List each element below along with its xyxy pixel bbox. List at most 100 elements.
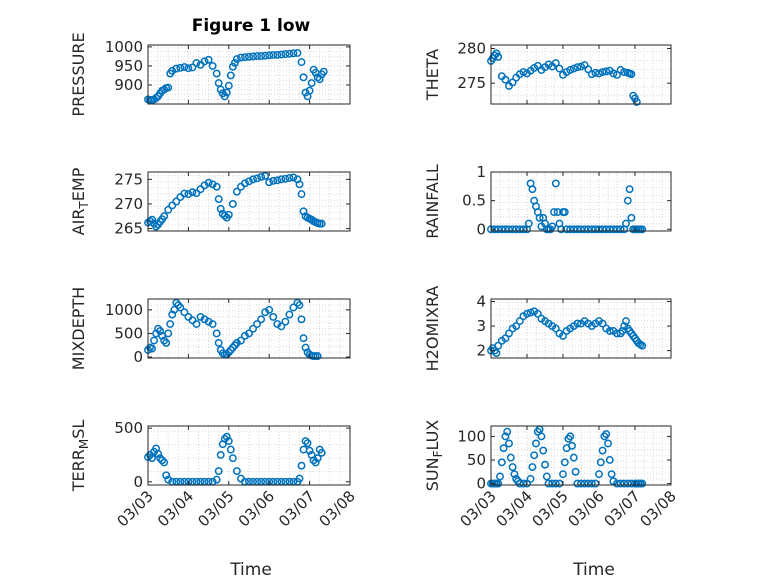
data-point [548,479,557,488]
data-point [241,53,249,62]
data-point [625,185,634,194]
data-point [622,219,630,228]
data-point [265,305,274,314]
data-point [515,479,524,488]
data-point [505,439,513,448]
data-point [236,53,245,62]
data-point [566,225,575,234]
data-point [551,479,560,488]
data-point [176,63,185,72]
data-point [573,319,582,328]
data-point [595,69,603,78]
y-tick-label: 275 [114,170,143,188]
data-point [295,301,304,310]
y-tick-label: 100 [457,427,486,445]
data-point [281,317,290,326]
subplot-rainfall: 00.51 RAINFALL [423,163,672,239]
y-tick-labels: 265 270 275 [114,170,350,238]
data-point [598,319,607,328]
data-point [204,317,213,326]
data-point [156,454,165,463]
data-point [269,50,278,59]
data-point [623,479,632,488]
data-point [212,69,221,78]
data-point [566,66,575,74]
data-point [180,63,189,72]
y-tick-label: 270 [114,195,143,213]
data-point [216,451,225,459]
data-point [232,187,241,196]
x-ticks [490,172,672,231]
data-point [249,324,257,333]
data-point [622,317,630,326]
data-markers [144,49,328,105]
data-point [192,58,201,67]
y-axis-label: THETA [423,49,442,101]
data-point [162,471,171,480]
data-point [512,225,521,234]
data-point [501,334,510,343]
data-point [638,479,647,488]
data-point [569,225,578,234]
data-point [158,456,167,465]
data-point [508,225,517,234]
data-point [220,211,229,220]
figure-title: Figure 1 low [192,16,311,36]
data-point [591,68,600,77]
data-point [299,445,308,454]
data-point [519,68,528,77]
axes-box [490,425,672,486]
y-tick-label: 1 [476,163,486,181]
data-point [307,79,316,88]
data-point [605,456,614,464]
data-point [281,174,290,183]
y-axis-label: TERRMSL [69,420,91,493]
data-point [245,329,253,338]
data-point [253,52,262,60]
y-tick-label: 3 [476,317,486,335]
x-ticks [147,45,351,104]
data-point [537,432,546,441]
data-point [220,434,229,443]
data-point [164,205,173,214]
data-markers [144,432,326,486]
x-ticks [490,299,672,358]
data-point [501,225,510,234]
data-point [204,55,213,64]
data-point [508,78,517,87]
data-point [616,225,625,234]
data-point [524,219,533,228]
data-point [627,213,636,222]
x-tick-label: 03/07 [601,487,644,530]
data-point [222,432,231,441]
y-axis-label: H2OMIXRA [423,286,442,372]
data-point [257,172,266,181]
data-point [313,454,322,463]
data-point [573,225,582,234]
data-point [265,51,274,60]
y-tick-labels: 275 280 [457,39,671,92]
data-point [249,52,257,61]
data-point [261,171,270,180]
data-point [204,178,213,187]
data-point [557,225,566,234]
data-point [164,83,173,92]
data-point [584,65,593,74]
y-tick-label: 900 [114,76,143,94]
data-markers [144,171,326,231]
data-point [222,88,231,97]
data-point [214,338,223,347]
x-tick-label: 03/03 [457,487,500,530]
data-point [587,225,596,234]
data-point [230,58,239,67]
x-tick-label: 03/05 [529,487,572,530]
y-tick-label: 0 [476,475,486,493]
data-point [228,454,237,463]
axes-box [147,171,351,232]
data-point [602,225,611,234]
data-point [257,52,266,60]
data-point [607,470,616,479]
